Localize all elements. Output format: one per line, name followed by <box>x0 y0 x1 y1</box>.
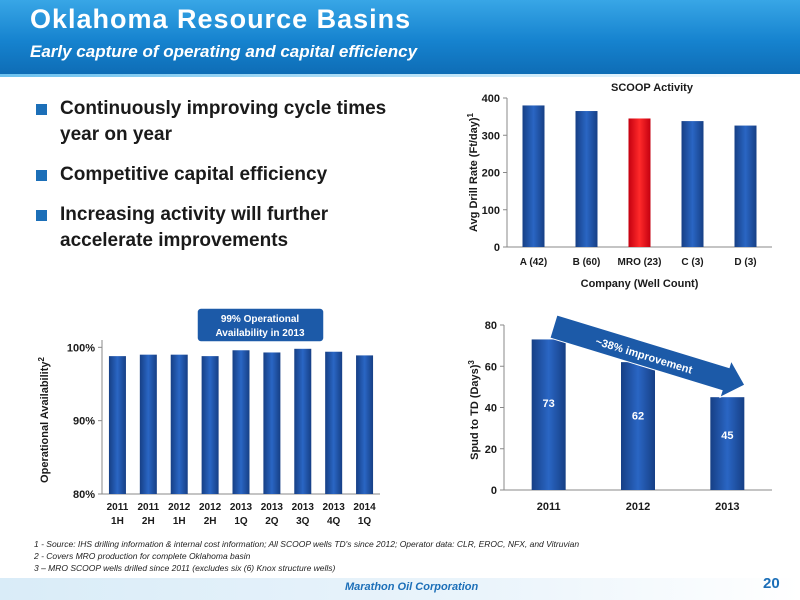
x-tick-label-period: 2H <box>204 516 217 527</box>
x-tick-label: D (3) <box>734 257 756 268</box>
callout-line: 99% Operational <box>221 314 300 325</box>
x-tick-label-year: 2014 <box>353 502 376 513</box>
bullet-square-icon <box>36 210 47 221</box>
x-tick-label: B (60) <box>573 257 601 268</box>
footnote: 1 - Source: IHS drilling information & i… <box>34 539 580 549</box>
y-axis-label: Operational Availability2 <box>37 357 51 483</box>
bar <box>139 354 157 494</box>
bullet-text: Continuously improving cycle times year … <box>60 98 387 145</box>
x-tick-label-year: 2013 <box>323 502 346 513</box>
bar <box>628 118 651 247</box>
x-tick-label-period: 2H <box>142 516 155 527</box>
bar <box>263 352 281 494</box>
header-divider <box>0 74 800 77</box>
x-tick-label-period: 1H <box>111 516 124 527</box>
chart-title: SCOOP Activity <box>611 82 694 94</box>
bullet-text: Increasing activity will further acceler… <box>60 204 329 251</box>
bar <box>108 356 126 494</box>
y-tick-label: 40 <box>485 403 497 415</box>
operational-availability-chart: 80% 90% 100% 2011 1H 2011 2H 2012 1H 2012 2H 2013 1Q… <box>37 307 380 527</box>
scoop-activity-chart: SCOOP Activity 0 100 200 300 400 A (42) B (60) M… <box>466 82 772 290</box>
x-tick-label-year: 2013 <box>292 502 315 513</box>
y-tick-label: 100% <box>67 342 95 354</box>
bullet-item: Continuously improving cycle times year … <box>36 96 426 148</box>
page-subtitle: Early capture of operating and capital e… <box>30 42 418 61</box>
y-tick-label: 0 <box>491 485 497 497</box>
bar <box>356 355 374 494</box>
x-tick-label-period: 1H <box>173 516 186 527</box>
x-tick-label: 2012 <box>626 501 650 513</box>
bar <box>522 105 545 247</box>
callout-box <box>196 307 325 343</box>
bar <box>232 350 250 494</box>
x-tick-label-year: 2013 <box>230 502 253 513</box>
y-tick-label: 400 <box>482 93 500 105</box>
bar <box>575 111 598 247</box>
bar <box>201 356 219 494</box>
arrow-icon <box>549 314 746 399</box>
y-axis-label: Spud to TD (Days)3 <box>467 360 481 460</box>
data-label: 62 <box>632 411 644 423</box>
x-tick-label-year: 2013 <box>261 502 284 513</box>
footnote: 3 – MRO SCOOP wells drilled since 2011 (… <box>34 563 336 573</box>
y-tick-label: 20 <box>485 444 497 456</box>
x-tick-label-year: 2011 <box>137 502 159 513</box>
y-tick-label: 300 <box>482 130 500 142</box>
y-tick-label: 60 <box>485 361 497 373</box>
footnotes: 1 - Source: IHS drilling information & i… <box>34 538 774 574</box>
bar <box>681 121 704 247</box>
x-tick-label-year: 2011 <box>107 502 129 513</box>
page-title: Oklahoma Resource Basins <box>30 4 412 34</box>
bar <box>325 351 343 494</box>
y-tick-label: 90% <box>73 416 95 428</box>
x-tick-label-period: 1Q <box>358 516 372 527</box>
y-tick-label: 0 <box>494 242 500 254</box>
x-tick-label-year: 2012 <box>168 502 191 513</box>
x-tick-label-period: 2Q <box>265 516 279 527</box>
x-tick-label: A (42) <box>520 257 547 268</box>
bullet-list: Continuously improving cycle times year … <box>36 96 426 268</box>
bullet-item: Competitive capital efficiency <box>36 162 426 188</box>
x-tick-label-period: 4Q <box>327 516 341 527</box>
bar <box>621 362 655 490</box>
page-number: 20 <box>763 575 780 592</box>
footnote: 2 - Covers MRO production for complete O… <box>34 551 251 561</box>
callout-line: Availability in 2013 <box>215 328 305 339</box>
footer-bar <box>0 578 800 600</box>
bar <box>170 354 188 494</box>
y-tick-label: 200 <box>482 168 500 180</box>
bullet-text: Competitive capital efficiency <box>60 164 328 185</box>
y-axis-label: Avg Drill Rate (Ft/day)1 <box>466 112 480 232</box>
bar <box>734 125 757 247</box>
x-tick-label: MRO (23) <box>618 257 662 268</box>
spud-to-td-chart: 0 20 40 60 80 73 2011 62 2012 45 2013 Spud to TD (D… <box>467 314 772 513</box>
data-label: 73 <box>543 398 555 410</box>
x-tick-label-period: 1Q <box>234 516 248 527</box>
y-tick-label: 80 <box>485 320 497 332</box>
x-tick-label-year: 2012 <box>199 502 222 513</box>
bar <box>294 348 312 494</box>
x-tick-label: 2013 <box>715 501 739 513</box>
y-tick-label: 80% <box>73 489 95 501</box>
company-name: Marathon Oil Corporation <box>345 581 479 593</box>
x-axis-label: Company (Well Count) <box>581 278 699 290</box>
x-tick-label: 2011 <box>537 501 561 513</box>
x-tick-label: C (3) <box>681 257 703 268</box>
y-tick-label: 100 <box>482 205 500 217</box>
x-tick-label-period: 3Q <box>296 516 310 527</box>
bar <box>531 339 566 490</box>
bullet-square-icon <box>36 170 47 181</box>
bullet-item: Increasing activity will further acceler… <box>36 202 426 254</box>
bullet-square-icon <box>36 104 47 115</box>
data-label: 45 <box>721 430 733 442</box>
header-banner <box>0 0 800 74</box>
bar <box>710 397 745 490</box>
